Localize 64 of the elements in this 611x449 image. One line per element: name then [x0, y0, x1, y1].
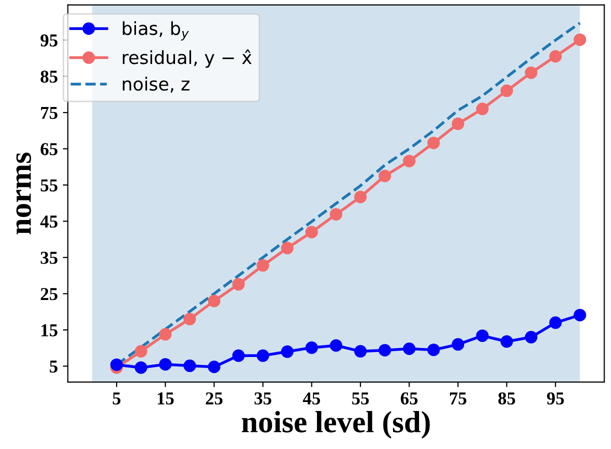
- x-axis-title: noise level (sd): [242, 410, 430, 439]
- point: [476, 329, 489, 342]
- x-tick-label: 15: [158, 392, 174, 405]
- y-tick-label: 25: [40, 288, 58, 300]
- x-tick-label: 85: [498, 392, 516, 405]
- x-tick-label: 55: [352, 392, 369, 405]
- point: [427, 136, 440, 150]
- x-tick-label: 5: [112, 392, 120, 405]
- point: [354, 190, 367, 204]
- y-tick-label: 85: [40, 70, 58, 83]
- point: [256, 259, 270, 272]
- point: [402, 154, 416, 168]
- point: [549, 316, 562, 329]
- point: [378, 344, 392, 356]
- x-tick-label: 75: [450, 392, 466, 405]
- point: [524, 66, 538, 79]
- point: [134, 345, 148, 358]
- y-tick-label: 15: [41, 324, 58, 336]
- point: [281, 345, 294, 358]
- point: [183, 360, 196, 372]
- y-tick-label: 95: [40, 34, 58, 47]
- y-axis-title: norms: [16, 152, 32, 234]
- point: [427, 344, 440, 356]
- y-tick-label: 75: [41, 106, 58, 119]
- y-tick-label: 65: [40, 143, 58, 156]
- point: [110, 358, 123, 371]
- point: [183, 312, 196, 326]
- x-tick-label: 65: [400, 392, 418, 405]
- point: [330, 339, 342, 352]
- point: [305, 341, 318, 354]
- y-tick-label: 45: [40, 216, 58, 228]
- point: [574, 33, 586, 46]
- legend-label: bias, b$_{y}$: [122, 21, 189, 40]
- legend-label: residual, y − x̂: [122, 50, 252, 68]
- point: [549, 50, 562, 63]
- x-tick-label: 25: [206, 392, 222, 405]
- point: [500, 84, 513, 98]
- point: [159, 358, 172, 371]
- point: [256, 349, 270, 362]
- y-tick-label: 55: [40, 179, 58, 192]
- point: [402, 342, 416, 356]
- point: [452, 338, 464, 351]
- point: [354, 345, 367, 358]
- point: [524, 330, 538, 344]
- point: [378, 170, 392, 182]
- y-tick-label: 5: [50, 360, 58, 373]
- y-tick-label: 35: [40, 252, 58, 264]
- x-tick-label: 95: [546, 392, 564, 405]
- point: [281, 242, 294, 254]
- x-tick-label: 45: [302, 392, 320, 405]
- point: [574, 308, 586, 322]
- point: [330, 208, 342, 221]
- point: [305, 226, 318, 238]
- point: [476, 102, 489, 116]
- point: [159, 328, 172, 341]
- point: [232, 278, 245, 291]
- legend-label: noise, z: [122, 76, 190, 93]
- x-tick-label: 35: [254, 392, 272, 405]
- point: [452, 118, 464, 130]
- point: [208, 294, 220, 308]
- point: [208, 360, 220, 374]
- point: [232, 349, 245, 362]
- point: [500, 335, 513, 348]
- point: [134, 361, 148, 374]
